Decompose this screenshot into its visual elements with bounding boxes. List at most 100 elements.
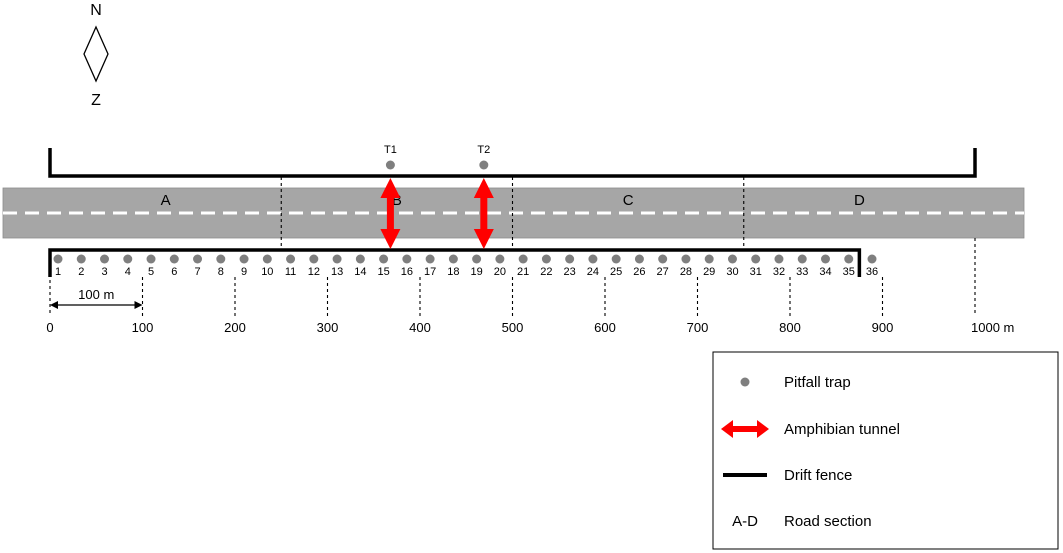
trap-number: 15 [377,266,389,278]
scale-bar: 100 m [50,287,143,309]
pitfall-trap [658,254,668,264]
trap-number: 9 [241,266,247,278]
pitfall-trap [146,254,156,264]
pitfall-trap [332,254,342,264]
tunnel-arrow-down-icon [473,229,494,249]
pitfall-trap [681,254,691,264]
pitfall-trap [588,254,598,264]
tunnel-arrow-shaft [386,190,394,234]
pitfall-trap [774,254,784,264]
trap-number: 30 [726,266,738,278]
axis-tick-label: 100 [132,320,154,335]
tunnel-arrow-up-icon [473,178,494,198]
axis-tick-label: 300 [317,320,339,335]
axis-tick-label: 1000 m [971,320,1014,335]
trap-number: 7 [194,266,200,278]
axis-tick-label: 800 [779,320,801,335]
axis-tick-label: 600 [594,320,616,335]
tunnel-label-t2: T2 [477,144,490,156]
legend-tunnel-right-arrowhead-icon [757,420,769,438]
pitfall-trap [565,254,575,264]
legend-label: Amphibian tunnel [784,421,900,438]
road-sections: A B C D [161,177,865,250]
trap-number: 29 [703,266,715,278]
section-label-c: C [623,192,634,209]
north-drift-fence [48,148,977,178]
tunnel-pitfall-trap [479,160,489,170]
section-label-b: B [392,192,402,209]
pitfall-trap [867,254,877,264]
section-label-d: D [854,192,865,209]
trap-number: 26 [633,266,645,278]
trap-number: 14 [354,266,366,278]
pitfall-trap [239,254,249,264]
scale-bar-right-arrowhead-icon [134,301,143,309]
legend: Pitfall trap Amphibian tunnel Drift fence A… [712,351,1059,550]
trap-number: 2 [78,266,84,278]
trap-number: 17 [424,266,436,278]
pitfall-trap [495,254,505,264]
pitfall-trap [844,254,854,264]
trap-number: 10 [261,266,273,278]
axis-tick-label: 500 [502,320,524,335]
pitfall-traps: 1 2 3 4 5 6 7 8 9 10 11 12 13 14 15 16 17 18 19 20 21 22 23 24 2… [53,254,878,278]
tunnel-arrow-down-icon [380,229,401,249]
tunnel-arrow-shaft [480,190,488,234]
axis-tick-label: 200 [224,320,246,335]
legend-tunnel-left-arrowhead-icon [721,420,733,438]
trap-number: 24 [587,266,599,278]
pitfall-trap [634,254,644,264]
pitfall-trap [53,254,63,264]
legend-trap-icon [740,377,750,387]
pitfall-trap [309,254,319,264]
legend-label: Drift fence [784,467,852,484]
pitfall-trap [262,254,272,264]
trap-number: 12 [308,266,320,278]
pitfall-trap [76,254,86,264]
trap-number: 3 [101,266,107,278]
tunnel-pitfall-trap [385,160,395,170]
pitfall-trap [123,254,133,264]
compass: N Z [83,2,109,109]
pitfall-trap [820,254,830,264]
trap-number: 6 [171,266,177,278]
trap-number: 32 [773,266,785,278]
trap-number: 21 [517,266,529,278]
pitfall-trap [425,254,435,264]
tunnel-label-t1: T1 [384,144,397,156]
scale-bar-label: 100 m [78,287,114,302]
pitfall-trap [286,254,296,264]
pitfall-trap [402,254,412,264]
compass-north-label: N [90,2,102,19]
legend-label: Pitfall trap [784,374,851,391]
section-label-a: A [161,192,171,209]
axis-tick-label: 0 [46,320,53,335]
pitfall-trap [751,254,761,264]
trap-number: 22 [540,266,552,278]
distance-axis: 0 100 200 300 400 500 600 700 800 900 1000 m [46,238,1014,335]
legend-section-symbol: A-D [732,513,758,530]
pitfall-trap [611,254,621,264]
pitfall-trap [193,254,203,264]
trap-number: 5 [148,266,154,278]
trap-number: 23 [564,266,576,278]
trap-number: 20 [494,266,506,278]
trap-number: 18 [447,266,459,278]
legend-box [712,351,1059,550]
pitfall-trap [379,254,389,264]
trap-number: 16 [401,266,413,278]
axis-tick-label: 700 [687,320,709,335]
trap-number: 1 [55,266,61,278]
axis-tick-label: 400 [409,320,431,335]
compass-south-label: Z [91,92,101,109]
pitfall-trap [797,254,807,264]
tunnel-arrow-up-icon [380,178,401,198]
trap-number: 11 [285,266,296,278]
pitfall-trap [727,254,737,264]
trap-number: 25 [610,266,622,278]
pitfall-trap [100,254,110,264]
pitfall-trap [472,254,482,264]
scale-bar-left-arrowhead-icon [50,301,58,309]
trap-number: 34 [819,266,831,278]
